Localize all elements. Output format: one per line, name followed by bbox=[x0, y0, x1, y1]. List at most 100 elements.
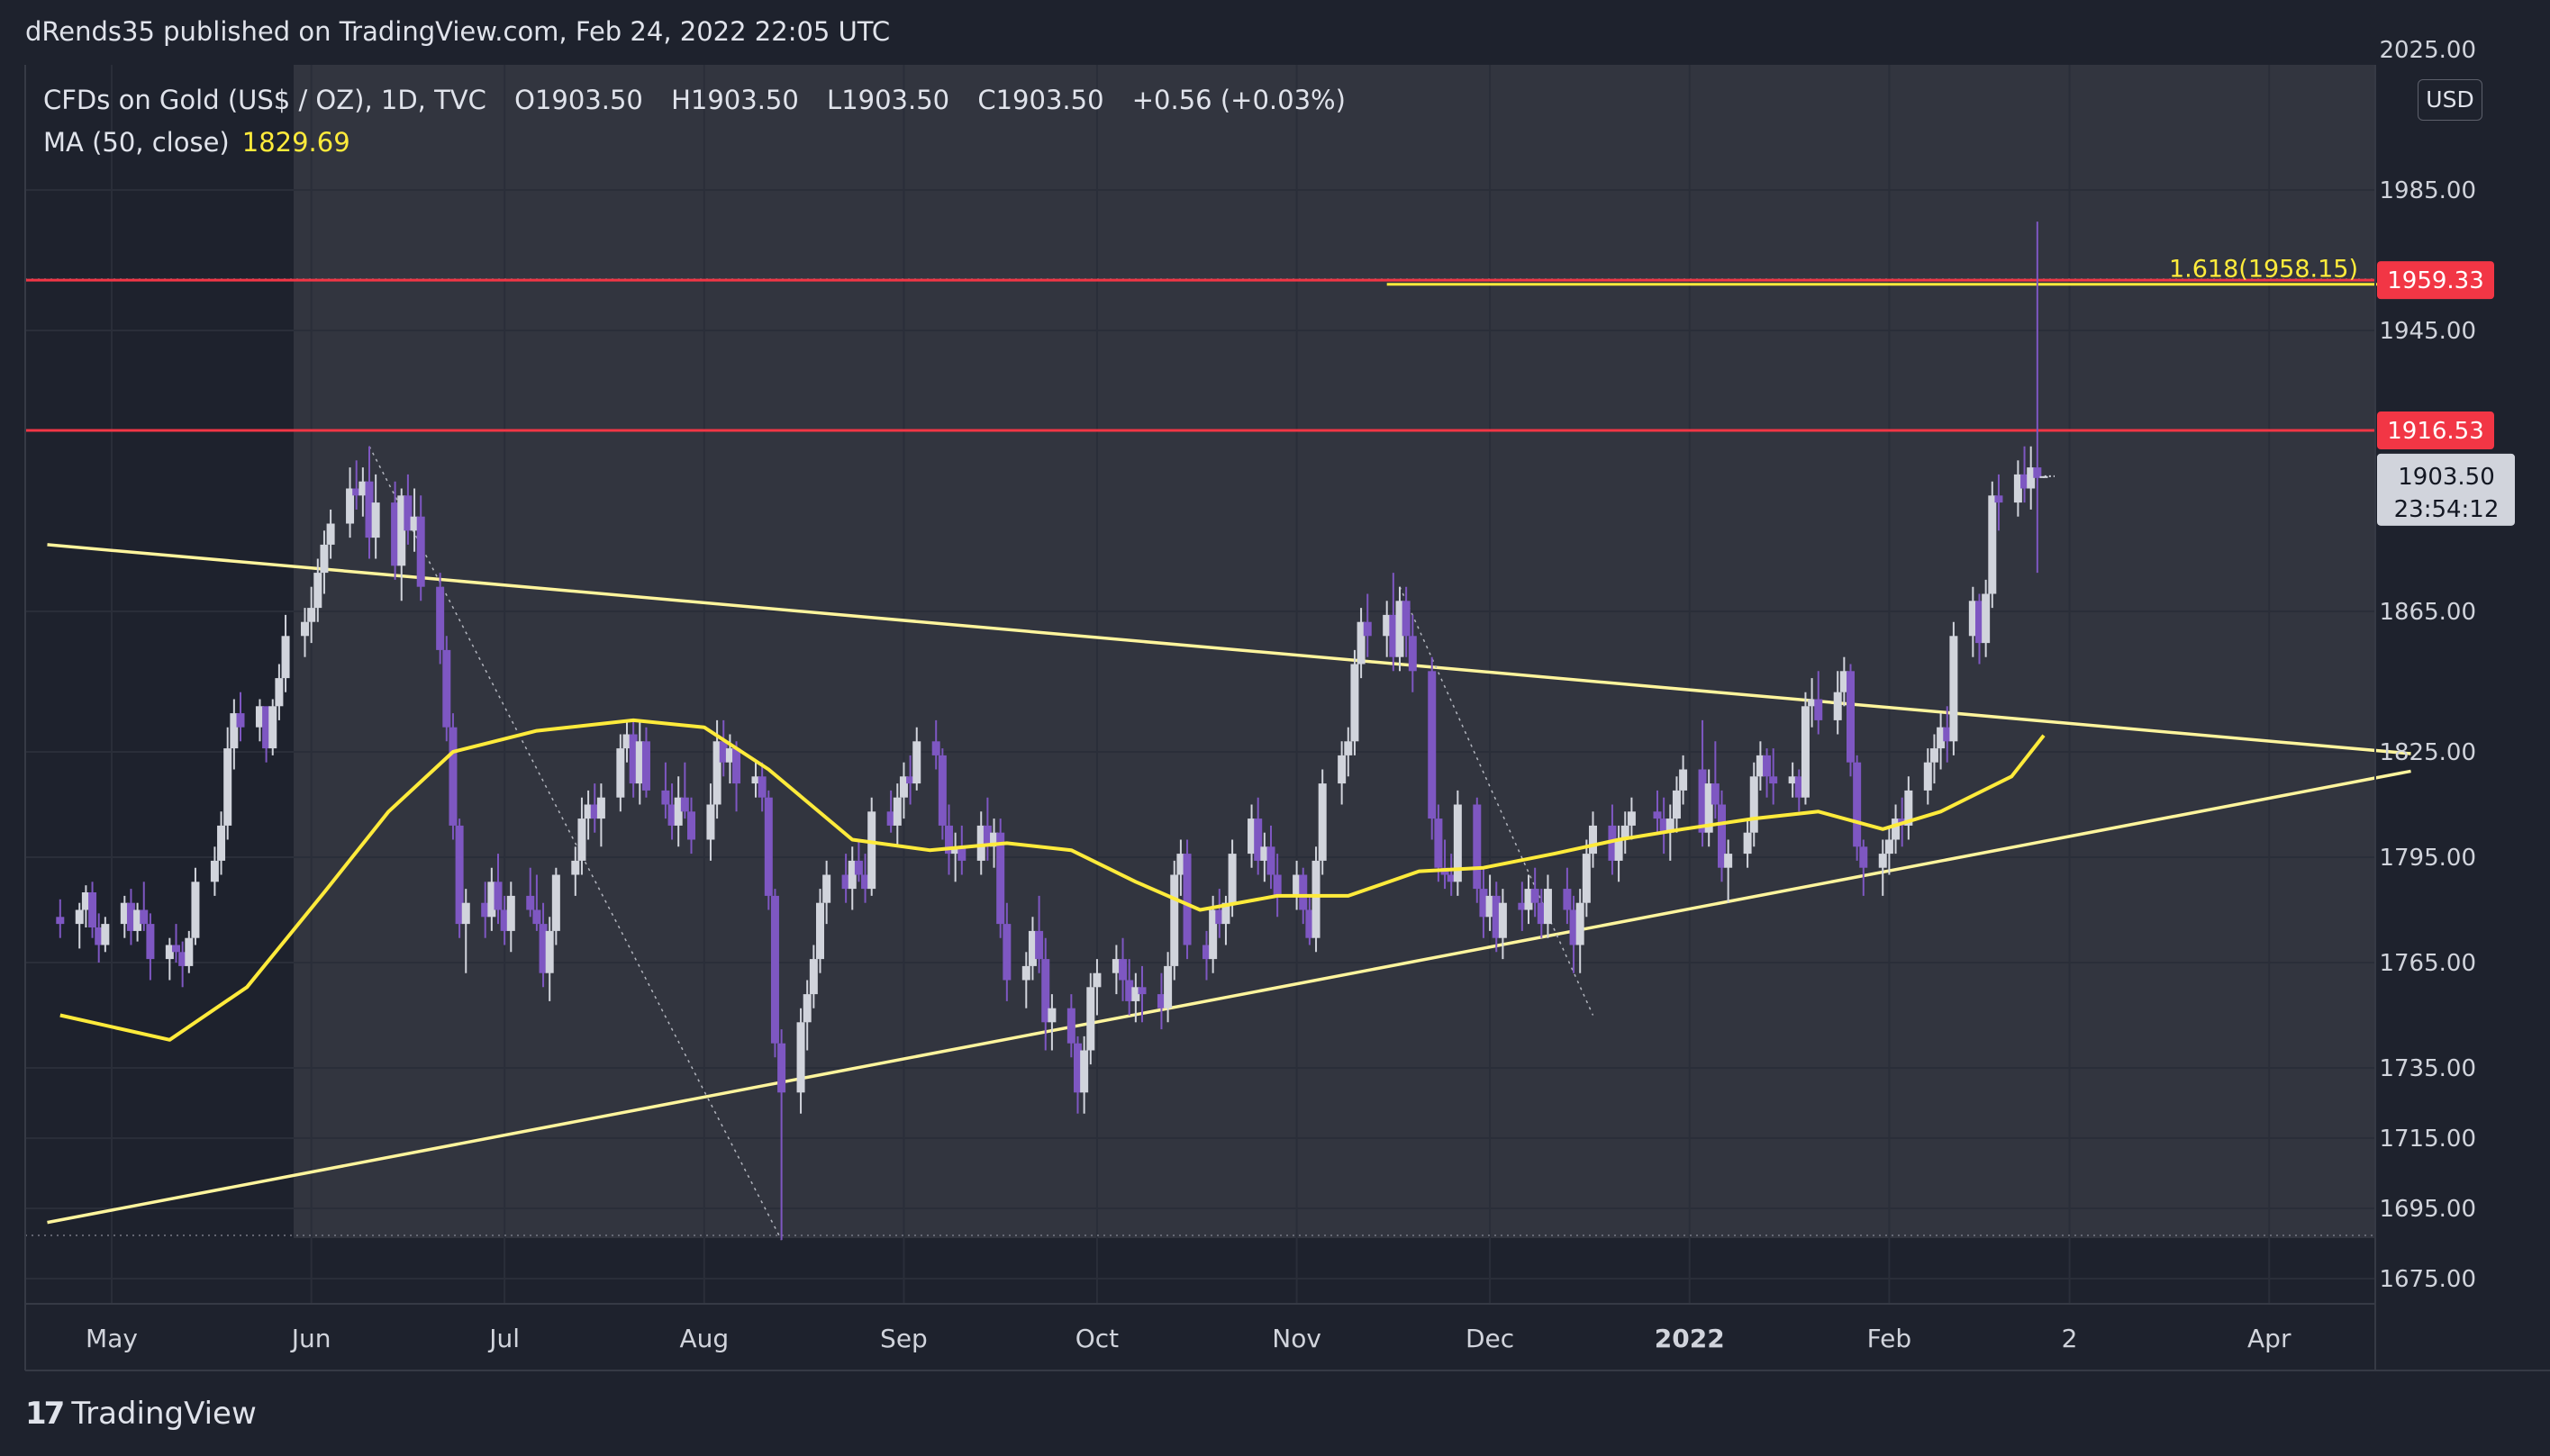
candlesticks bbox=[56, 222, 2055, 1241]
candle-body bbox=[712, 741, 721, 805]
candle-body bbox=[899, 776, 908, 798]
x-tick-label: May bbox=[86, 1324, 138, 1353]
open-value: O1903.50 bbox=[514, 85, 643, 115]
x-tick-label: Nov bbox=[1272, 1324, 1321, 1353]
candle-body bbox=[1408, 636, 1417, 672]
candle-body bbox=[301, 621, 309, 637]
candle-body bbox=[1093, 972, 1102, 988]
candle-body bbox=[230, 713, 239, 749]
candle-body bbox=[1672, 790, 1681, 819]
candle-body bbox=[1260, 846, 1269, 861]
candle-body bbox=[1788, 776, 1797, 784]
candle-body bbox=[1131, 987, 1140, 1001]
candle-body bbox=[1878, 854, 1887, 868]
change-value: +0.56 (+0.03%) bbox=[1131, 85, 1346, 115]
candle-body bbox=[1884, 839, 1893, 855]
resistance-upper-tag bbox=[2377, 261, 2494, 300]
y-tick-labels: 2025.00 1985.00 1945.00 1865.00 1825.00 1795.… bbox=[2379, 37, 2476, 1293]
candle-body bbox=[1183, 854, 1192, 945]
candle-body bbox=[1170, 874, 1179, 966]
candle-body bbox=[732, 748, 741, 784]
resistance-lower-tag bbox=[2377, 411, 2494, 450]
candle-body bbox=[641, 741, 650, 791]
x-tick-label: 2 bbox=[2062, 1324, 2078, 1353]
candle-body bbox=[1383, 614, 1392, 637]
candle-body bbox=[1833, 692, 1842, 720]
candle-body bbox=[2033, 467, 2042, 478]
candle-body bbox=[410, 516, 419, 531]
date-range-highlight bbox=[294, 65, 2375, 1238]
candle-body bbox=[1003, 924, 1012, 981]
candle-body bbox=[571, 860, 580, 875]
candle-body bbox=[1080, 1050, 1089, 1093]
last-price-label: 1903.50 bbox=[2398, 464, 2495, 491]
candle-body bbox=[1614, 839, 1623, 861]
candle-body bbox=[983, 825, 992, 847]
x-tick-label: Apr bbox=[2247, 1324, 2291, 1353]
candle-body bbox=[275, 678, 284, 707]
candle-body bbox=[1221, 902, 1230, 925]
candle-body bbox=[1473, 804, 1482, 890]
high-value: H1903.50 bbox=[671, 85, 799, 115]
candle-body bbox=[1338, 755, 1347, 784]
swing-projection-line bbox=[368, 446, 783, 1241]
candle-body bbox=[1350, 664, 1359, 742]
candle-body bbox=[616, 748, 625, 798]
candle-body bbox=[1254, 818, 1263, 861]
candle-body bbox=[1357, 621, 1366, 665]
candle-body bbox=[1125, 980, 1134, 1001]
candle-body bbox=[1659, 818, 1668, 833]
candle-body bbox=[1620, 825, 1629, 840]
y-tick-label: 1735.00 bbox=[2379, 1055, 2476, 1082]
candle-body bbox=[1293, 874, 1302, 896]
candle-body bbox=[307, 608, 316, 622]
candle-body bbox=[1943, 727, 1952, 742]
descending-resistance-trendline bbox=[47, 543, 2411, 755]
currency-button[interactable]: USD bbox=[2418, 79, 2482, 121]
candle-body bbox=[2039, 475, 2048, 478]
horizontal-levels bbox=[25, 278, 2375, 432]
candle-body bbox=[1318, 783, 1327, 861]
candle-body bbox=[1041, 959, 1050, 1023]
candle-body bbox=[2020, 474, 2029, 489]
candle-body bbox=[1949, 636, 1958, 742]
candle-body bbox=[539, 924, 548, 973]
candle-body bbox=[1305, 909, 1314, 938]
candle-body bbox=[976, 825, 985, 861]
candle-body bbox=[449, 727, 458, 826]
symbol-name: CFDs on Gold (US$ / OZ), 1D, TVC bbox=[43, 85, 486, 115]
candle-body bbox=[1248, 818, 1257, 855]
candle-body bbox=[81, 892, 90, 910]
candle-body bbox=[320, 544, 329, 574]
candle-body bbox=[996, 832, 1005, 925]
last-price-tag bbox=[2377, 453, 2515, 526]
ma-label: MA (50, close) bbox=[43, 127, 230, 158]
ma-value: 1829.69 bbox=[241, 127, 350, 158]
candle-body bbox=[172, 945, 180, 953]
candle-body bbox=[622, 734, 631, 749]
candle-body bbox=[990, 832, 999, 847]
candle-body bbox=[397, 495, 406, 566]
candle-body bbox=[101, 924, 110, 945]
candle-body bbox=[506, 895, 515, 931]
candle-body bbox=[596, 797, 605, 819]
moving-average-line bbox=[59, 718, 2046, 1042]
candle-body bbox=[165, 945, 174, 960]
y-tick-label: 1985.00 bbox=[2379, 177, 2476, 204]
candle-body bbox=[191, 882, 200, 938]
candle-body bbox=[1344, 741, 1353, 755]
candle-body bbox=[481, 902, 490, 918]
candle-body bbox=[455, 825, 464, 925]
candle-body bbox=[1929, 748, 1938, 763]
candle-body bbox=[236, 713, 245, 728]
candle-body bbox=[1724, 854, 1733, 868]
candle-body bbox=[1518, 902, 1527, 910]
candle-body bbox=[436, 586, 445, 650]
fib-extension-label: 1.618(1958.15) bbox=[2169, 256, 2358, 284]
candle-body bbox=[551, 874, 560, 931]
candle-body bbox=[938, 755, 947, 826]
candle-body bbox=[1021, 965, 1030, 981]
candle-body bbox=[1215, 909, 1224, 925]
candle-body bbox=[1749, 776, 1758, 833]
